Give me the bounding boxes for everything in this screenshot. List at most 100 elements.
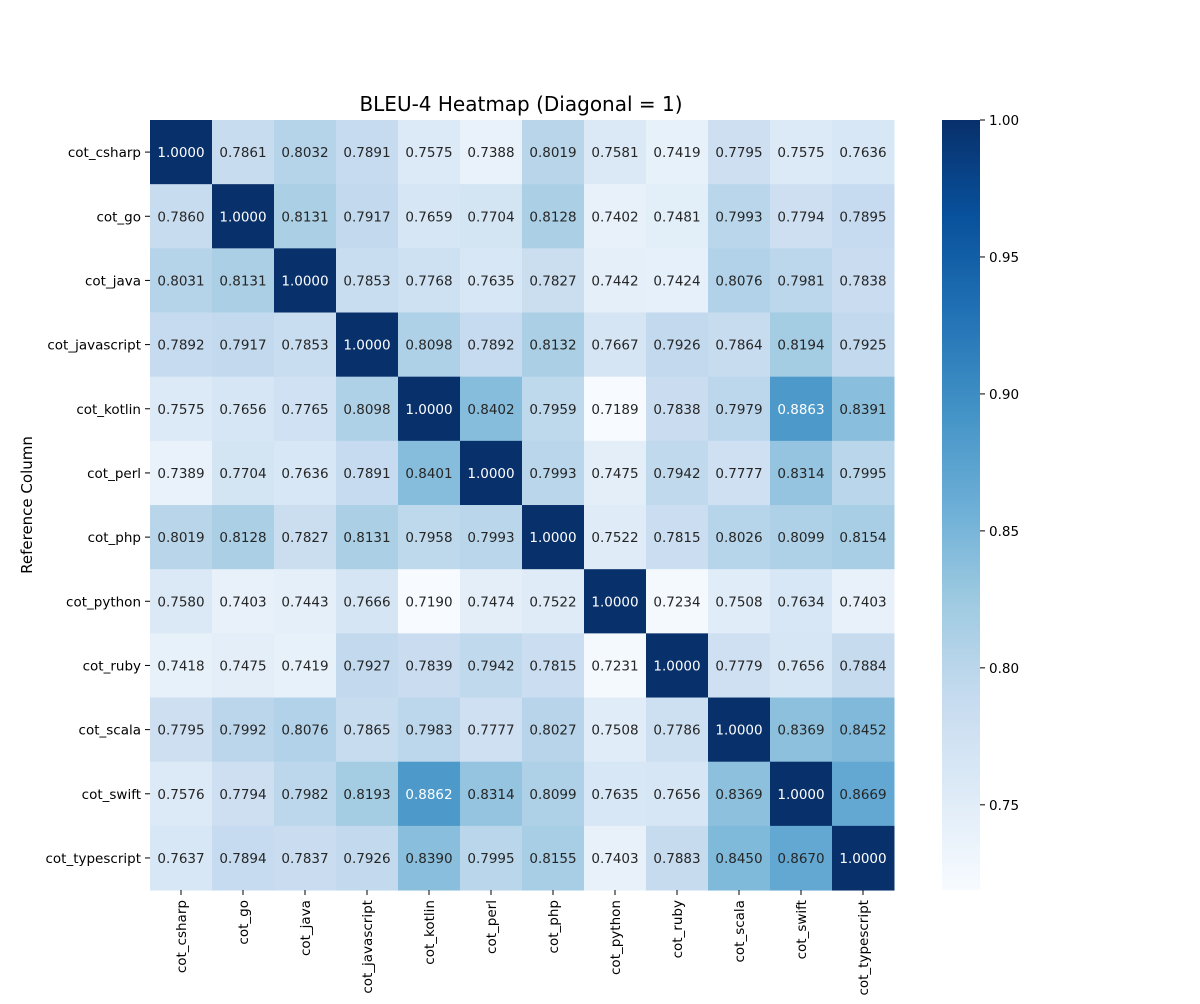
y-axis-label: Reference Column xyxy=(18,436,36,574)
heatmap-cell-cot_swift-cot_scala xyxy=(708,761,771,827)
cell-value-label: 0.7659 xyxy=(405,209,452,225)
cell-value-label: 1.0000 xyxy=(405,402,452,418)
cell-value-label: 0.7827 xyxy=(281,530,328,546)
cell-value-label: 0.7635 xyxy=(591,787,638,803)
heatmap-cell-cot_csharp-cot_csharp xyxy=(150,120,213,185)
heatmap-cell-cot_typescript-cot_javascript xyxy=(336,825,399,891)
cell-value-label: 0.7981 xyxy=(777,273,824,289)
heatmap-cell-cot_php-cot_perl xyxy=(460,505,523,570)
heatmap-cell-cot_perl-cot_javascript xyxy=(336,440,399,506)
row-label-cot_scala: cot_scala xyxy=(79,723,141,739)
heatmap-cell-cot_kotlin-cot_python xyxy=(584,376,647,442)
heatmap-cell-cot_perl-cot_java xyxy=(274,440,337,506)
heatmap-cell-cot_perl-cot_python xyxy=(584,440,647,506)
cell-value-label: 0.7656 xyxy=(219,402,266,418)
cell-value-label: 0.8099 xyxy=(777,530,824,546)
cell-value-label: 0.7892 xyxy=(157,338,204,354)
heatmap-cell-cot_java-cot_go xyxy=(212,248,275,314)
cell-value-label: 0.7522 xyxy=(591,530,638,546)
column-labels: cot_csharp cot_go cot_java cot_javascript co… xyxy=(174,890,872,996)
heatmap-cell-cot_javascript-cot_go xyxy=(212,312,275,378)
cell-value-label: 1.0000 xyxy=(529,530,576,546)
cell-value-label: 0.7917 xyxy=(343,209,390,225)
heatmap-cell-cot_go-cot_php xyxy=(522,184,585,249)
chart-title: BLEU-4 Heatmap (Diagonal = 1) xyxy=(359,92,682,116)
heatmap-cell-cot_java-cot_swift xyxy=(770,248,833,314)
cell-value-label: 0.8076 xyxy=(281,723,328,739)
heatmap-cell-cot_kotlin-cot_swift xyxy=(770,376,833,442)
cell-value-label: 0.7917 xyxy=(219,338,266,354)
heatmap-cell-cot_java-cot_ruby xyxy=(646,248,709,314)
cell-value-label: 0.7389 xyxy=(157,466,204,482)
colorbar-gradient xyxy=(942,120,980,890)
cell-value-label: 0.7765 xyxy=(281,402,328,418)
heatmap-cell-cot_ruby-cot_php xyxy=(522,633,585,699)
heatmap-cell-cot_javascript-cot_csharp xyxy=(150,312,213,378)
heatmap-cell-cot_typescript-cot_ruby xyxy=(646,825,709,891)
cell-value-label: 0.8026 xyxy=(715,530,762,546)
heatmap-cell-cot_python-cot_kotlin xyxy=(398,569,461,634)
heatmap-cell-cot_python-cot_java xyxy=(274,569,337,634)
cell-value-label: 0.7475 xyxy=(591,466,638,482)
heatmap-cell-cot_javascript-cot_python xyxy=(584,312,647,378)
heatmap-cell-cot_php-cot_typescript xyxy=(832,505,895,570)
heatmap-cell-cot_perl-cot_go xyxy=(212,440,275,506)
cell-value-label: 0.7667 xyxy=(591,338,638,354)
heatmap-cell-cot_swift-cot_go xyxy=(212,761,275,827)
cell-value-label: 0.8019 xyxy=(529,145,576,161)
cell-value-label: 0.7190 xyxy=(405,594,452,610)
cell-value-label: 0.7575 xyxy=(405,145,452,161)
cell-value-label: 1.0000 xyxy=(839,851,886,867)
heatmap-cell-cot_typescript-cot_csharp xyxy=(150,825,213,891)
cell-value-label: 0.7794 xyxy=(777,209,824,225)
heatmap-cell-cot_javascript-cot_php xyxy=(522,312,585,378)
heatmap-cell-cot_csharp-cot_javascript xyxy=(336,120,399,185)
cell-value-label: 0.7418 xyxy=(157,658,204,674)
cell-value-label: 0.8369 xyxy=(777,723,824,739)
cell-value-label: 0.7704 xyxy=(467,209,514,225)
heatmap-cell-cot_scala-cot_scala xyxy=(708,697,771,763)
heatmap-cell-cot_javascript-cot_swift xyxy=(770,312,833,378)
heatmap-cell-cot_php-cot_javascript xyxy=(336,505,399,570)
cell-value-label: 0.7895 xyxy=(839,209,886,225)
heatmap-cell-cot_go-cot_ruby xyxy=(646,184,709,249)
heatmap-cell-cot_java-cot_csharp xyxy=(150,248,213,314)
row-label-cot_swift: cot_swift xyxy=(82,787,141,803)
heatmap-cell-cot_python-cot_php xyxy=(522,569,585,634)
cell-value-label: 0.8314 xyxy=(777,466,824,482)
heatmap-cell-cot_csharp-cot_php xyxy=(522,120,585,185)
colorbar-tick-label: 0.75 xyxy=(989,798,1019,814)
cell-value-label: 0.7891 xyxy=(343,466,390,482)
cell-value-label: 0.7636 xyxy=(281,466,328,482)
heatmap-cell-cot_python-cot_scala xyxy=(708,569,771,634)
heatmap-cell-cot_csharp-cot_scala xyxy=(708,120,771,185)
row-labels: cot_csharp cot_go cot_java cot_javascriptco… xyxy=(45,145,150,867)
cell-value-label: 0.7861 xyxy=(219,145,266,161)
cell-value-label: 0.7860 xyxy=(157,209,204,225)
cell-value-label: 0.8193 xyxy=(343,787,390,803)
cell-value-label: 0.7992 xyxy=(219,723,266,739)
heatmap-cell-cot_scala-cot_ruby xyxy=(646,697,709,763)
heatmap-cell-cot_typescript-cot_python xyxy=(584,825,647,891)
cell-value-label: 0.7839 xyxy=(405,658,452,674)
cell-value-label: 0.8314 xyxy=(467,787,514,803)
cell-value-label: 0.7993 xyxy=(715,209,762,225)
heatmap-cell-cot_typescript-cot_php xyxy=(522,825,585,891)
cell-value-label: 0.8401 xyxy=(405,466,452,482)
cell-value-label: 0.8131 xyxy=(219,273,266,289)
heatmap-cell-cot_ruby-cot_typescript xyxy=(832,633,895,699)
heatmap-cell-cot_csharp-cot_ruby xyxy=(646,120,709,185)
heatmap-cell-cot_python-cot_go xyxy=(212,569,275,634)
cell-value-label: 0.8862 xyxy=(405,787,452,803)
cell-value-label: 0.7827 xyxy=(529,273,576,289)
cell-value-label: 0.8369 xyxy=(715,787,762,803)
heatmap-cell-cot_go-cot_javascript xyxy=(336,184,399,249)
cell-value-label: 0.7837 xyxy=(281,851,328,867)
heatmap-cell-cot_swift-cot_javascript xyxy=(336,761,399,827)
heatmap-cell-cot_csharp-cot_typescript xyxy=(832,120,895,185)
cell-value-label: 0.8031 xyxy=(157,273,204,289)
heatmap-cell-cot_python-cot_ruby xyxy=(646,569,709,634)
heatmap-cell-cot_python-cot_javascript xyxy=(336,569,399,634)
heatmap-cell-cot_scala-cot_csharp xyxy=(150,697,213,763)
heatmap-cell-cot_ruby-cot_perl xyxy=(460,633,523,699)
